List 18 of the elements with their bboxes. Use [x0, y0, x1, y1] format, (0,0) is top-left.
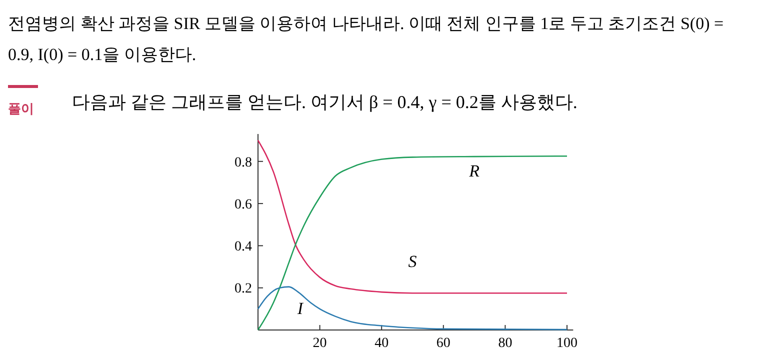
line-series [257, 140, 568, 294]
y-tick-label: 0.2 [234, 282, 252, 297]
y-tick-label: 0.6 [234, 197, 252, 212]
x-tick-label: 100 [556, 336, 578, 351]
x-tick-label: 60 [436, 336, 450, 351]
line-series [257, 155, 568, 331]
line-series [257, 286, 568, 330]
text: 다음과 같은 그래프를 얻는다. 여기서 β = 0.4, γ = 0.2를 사용했다. [72, 92, 578, 112]
series-label: I [296, 299, 304, 318]
y-tick-label: 0.4 [234, 240, 252, 255]
text: 풀이 [8, 102, 34, 117]
series-label: S [408, 252, 418, 272]
chart-title: 전염병의 확산 과정을 SIR 모델을 이용하여 나타내라. 이때 전체 인구를 1로 두고 초기조건 S(0) = 0.9, I(0) = 0.1을 이용한다. [8, 13, 725, 66]
x-tick-label: 40 [374, 336, 389, 351]
series-label: R [468, 162, 480, 181]
y-tick-label: 0.8 [234, 155, 252, 170]
x-tick-label: 20 [312, 336, 327, 351]
x-tick-label: 80 [498, 336, 512, 351]
